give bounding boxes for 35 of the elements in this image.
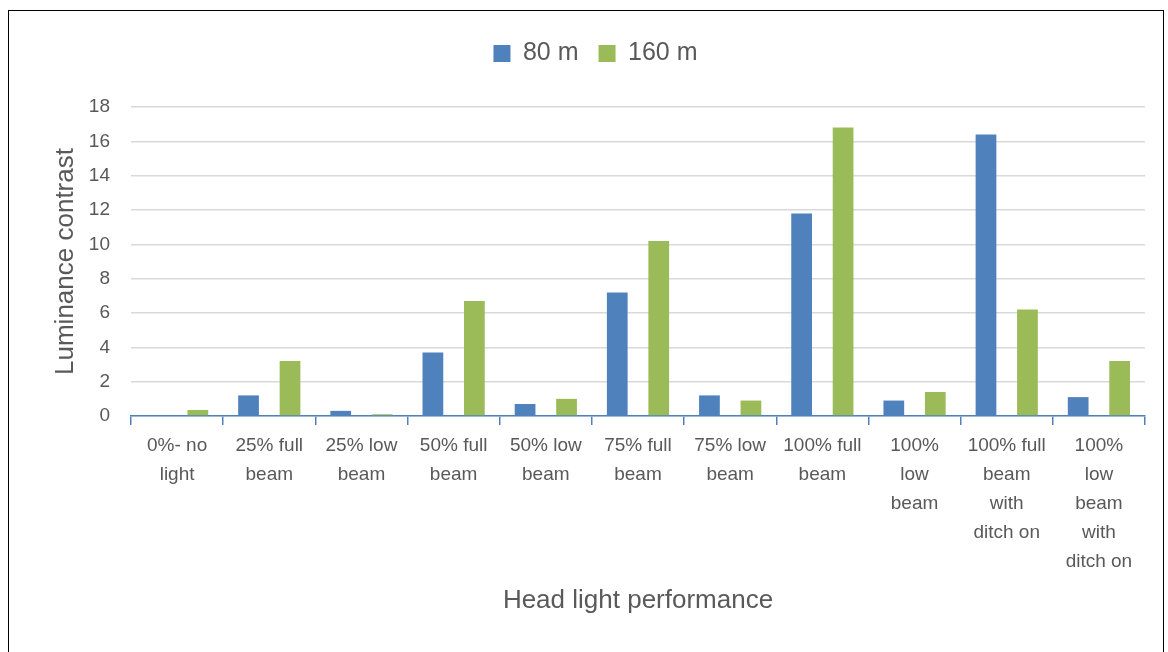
bar [1109, 361, 1131, 416]
x-tick-label: 75% low beam [694, 433, 767, 484]
bar [648, 240, 670, 416]
x-tick-label: 75% full beam [604, 433, 672, 484]
x-tick-label: 25% full beam [235, 433, 304, 484]
x-tick-label: 100% low beam with ditch on [1065, 433, 1133, 572]
x-axis-title: Head light performance [502, 583, 774, 614]
y-tick-label: 0 [99, 404, 110, 426]
x-tick-label: 0%- no light [146, 433, 208, 484]
x-tick-label: 50% full beam [419, 433, 488, 484]
legend-label: 160 m [628, 37, 698, 66]
y-tick-label: 4 [99, 335, 111, 357]
y-tick-label: 14 [88, 163, 111, 185]
bar [464, 300, 485, 416]
bar [832, 127, 854, 416]
y-tick-label: 12 [88, 198, 110, 220]
x-tick-label: 25% low beam [325, 433, 398, 484]
y-tick-label: 10 [88, 232, 110, 254]
legend-label: 80 m [522, 37, 579, 66]
bar [924, 391, 946, 416]
x-tick-label: 100% low beam [890, 433, 939, 513]
y-tick-label: 16 [88, 129, 110, 151]
y-tick-label: 2 [99, 369, 110, 391]
bar [556, 398, 577, 416]
x-tick-label: 50% low beam [509, 433, 582, 484]
bar [1017, 309, 1038, 416]
y-tick-label: 18 [88, 95, 110, 117]
y-axis-title: Luminance contrast [48, 147, 79, 375]
x-tick-label: 100% full beam with ditch on [967, 433, 1046, 542]
y-tick-label: 6 [99, 301, 110, 323]
bar [279, 361, 301, 416]
bar [187, 409, 209, 416]
x-tick-label: 100% full beam [783, 433, 862, 484]
bar [740, 400, 762, 416]
y-tick-label: 8 [99, 266, 110, 288]
